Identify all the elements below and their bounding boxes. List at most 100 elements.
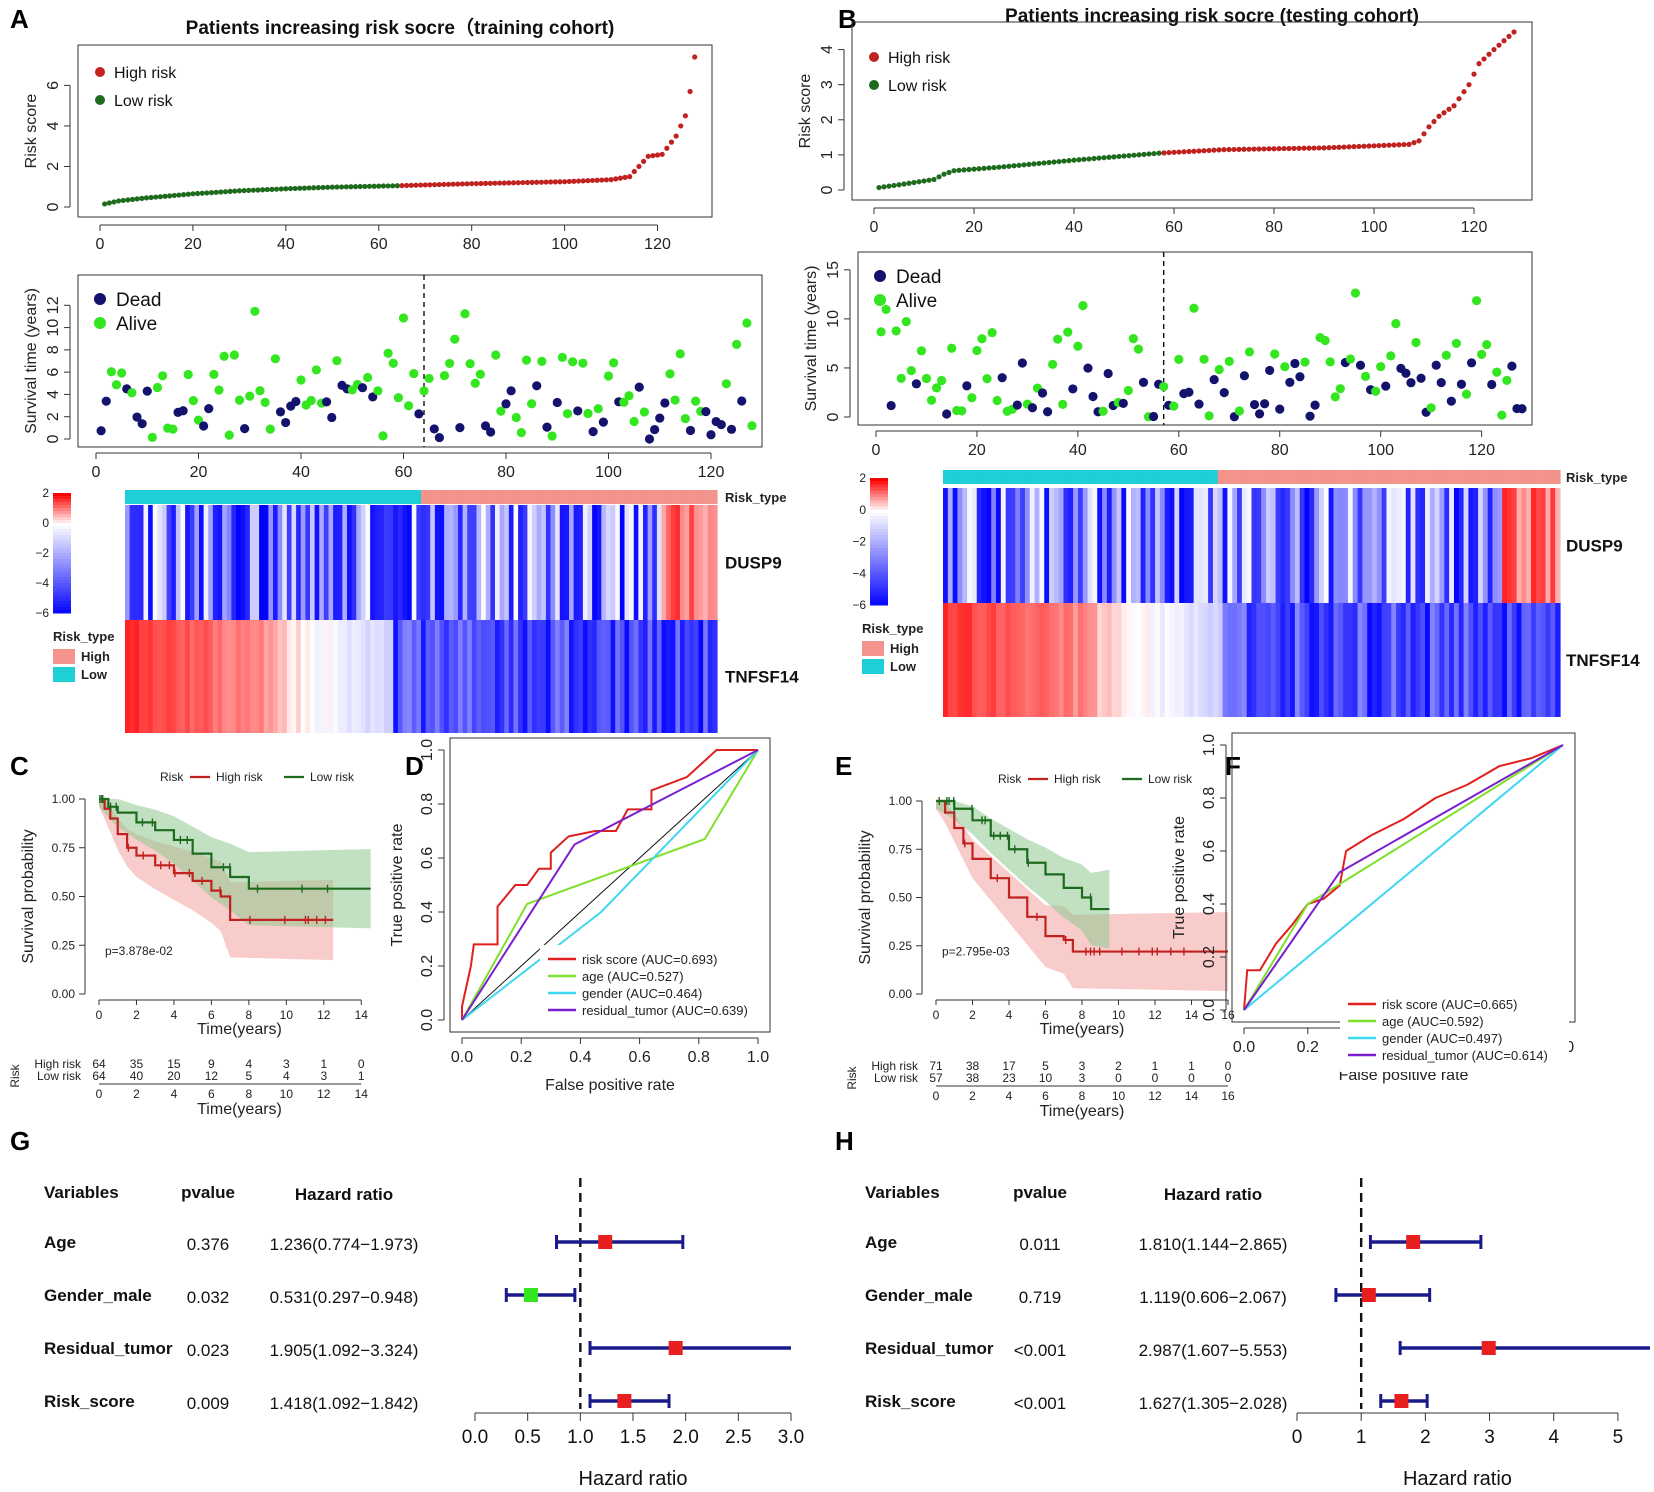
tnfsf14-cell (347, 620, 353, 733)
tnfsf14-cell (981, 603, 987, 717)
y-axis-label: Survival probability (857, 830, 874, 964)
hazard-ratio-marker (668, 1341, 683, 1355)
high-risk-point (1386, 142, 1392, 148)
color-scale-step (53, 586, 71, 590)
risk-type-cell (991, 470, 997, 484)
tnfsf14-cell (1410, 603, 1416, 717)
tnfsf14-cell (1082, 603, 1089, 717)
dusp9-cell (1068, 488, 1074, 603)
row-label-risk-type: Risk_type (1566, 470, 1627, 485)
x-axis-tick-label: 120 (1468, 442, 1495, 459)
legend-label: gender (AUC=0.464) (582, 986, 702, 1001)
risk-type-cell (407, 490, 413, 504)
low-risk-point (911, 179, 917, 186)
high-risk-point (1461, 89, 1467, 95)
tnfsf14-cell (157, 620, 163, 733)
risk-table-value: 0 (358, 1057, 365, 1071)
high-risk-point (1511, 29, 1517, 35)
tnfsf14-cell (996, 603, 1002, 717)
color-scale-step (870, 544, 888, 549)
color-scale-step (53, 505, 71, 509)
risk-type-cell (421, 490, 427, 504)
tnfsf14-cell (448, 620, 454, 733)
color-scale-step (870, 595, 888, 600)
high-risk-point (450, 181, 456, 187)
risk-type-cell (569, 490, 575, 504)
diagonal-reference (461, 749, 759, 1021)
risk-type-cell (189, 490, 195, 504)
alive-point (977, 334, 987, 344)
dusp9-cell (536, 505, 542, 620)
dusp9-cell (1034, 488, 1041, 603)
confidence-band-1 (936, 801, 1110, 949)
dusp9-cell (296, 505, 302, 620)
dead-point (204, 404, 214, 414)
dead-point (1194, 399, 1204, 409)
tnfsf14-cell (1545, 603, 1551, 717)
dead-point (455, 423, 465, 433)
risk-type-cell (670, 490, 676, 504)
dusp9-cell (1506, 488, 1513, 603)
low-risk-point (278, 186, 284, 192)
dead-point (542, 422, 552, 432)
dusp9-cell (1531, 488, 1537, 603)
dusp9-cell (134, 505, 140, 620)
risk-type-cell (1082, 470, 1089, 484)
y-tick-label: 1.00 (52, 792, 76, 806)
dusp9-cell (397, 505, 404, 620)
dusp9-cell (943, 488, 949, 603)
low-risk-point (1126, 153, 1132, 159)
risk-type-cell (1251, 470, 1257, 484)
risk-table-tick: 2 (969, 1089, 976, 1103)
tnfsf14-cell (1135, 603, 1142, 717)
x-axis-tick-label: 20 (968, 442, 986, 459)
risk-type-cell (541, 490, 547, 504)
color-scale-step (870, 522, 888, 527)
row-pvalue: 0.376 (187, 1235, 230, 1254)
alive-point (957, 406, 967, 416)
alive-point (398, 313, 409, 323)
high-risk-point (445, 181, 452, 187)
risk-type-cell (1121, 470, 1127, 484)
high-risk-point (496, 180, 503, 186)
tnfsf14-cell (1449, 603, 1455, 717)
risk-type-cell (656, 490, 663, 504)
dusp9-cell (971, 488, 978, 603)
alive-point (1204, 411, 1214, 421)
x-tick-label: 3 (1484, 1427, 1495, 1448)
legend-alive-label: Alive (116, 314, 157, 335)
dusp9-cell (967, 488, 973, 603)
tnfsf14-cell (559, 620, 565, 733)
alive-point (1371, 386, 1381, 396)
x-axis-label: Time(years) (197, 1021, 282, 1038)
dusp9-cell (1516, 488, 1523, 603)
tnfsf14-cell (453, 620, 459, 733)
high-risk-point (1311, 145, 1317, 151)
risk-type-cell (1463, 470, 1470, 484)
tnfsf14-cell (1261, 603, 1267, 717)
dusp9-cell (1087, 488, 1094, 603)
risk-table-value: 40 (130, 1069, 144, 1083)
tnfsf14-cell (508, 620, 515, 733)
panel-B_heat: Risk_typeDUSP9TNFSF1420−2−4−6Risk_typeHi… (852, 470, 1640, 717)
high-risk-point (664, 145, 670, 151)
alive-point (1386, 351, 1396, 361)
high-risk-point (1291, 145, 1297, 151)
dead-point (275, 407, 286, 417)
dusp9-cell (1039, 488, 1045, 603)
tnfsf14-cell (476, 620, 482, 733)
dusp9-cell (481, 505, 487, 620)
risk-type-cell (259, 490, 265, 504)
legend-label: risk score (AUC=0.665) (1382, 997, 1517, 1012)
row-pvalue: 0.023 (187, 1341, 230, 1360)
tnfsf14-cell (643, 620, 649, 733)
risk-type-cell (1097, 470, 1103, 484)
dead-point (1265, 365, 1275, 376)
risk-table-value: 15 (167, 1057, 181, 1071)
dead-point (532, 381, 542, 391)
risk-type-cell (619, 490, 626, 504)
alive-point (557, 352, 567, 362)
high-risk-point (1221, 147, 1227, 153)
color-scale-step (870, 478, 888, 482)
row-pvalue: 0.011 (1019, 1235, 1060, 1254)
